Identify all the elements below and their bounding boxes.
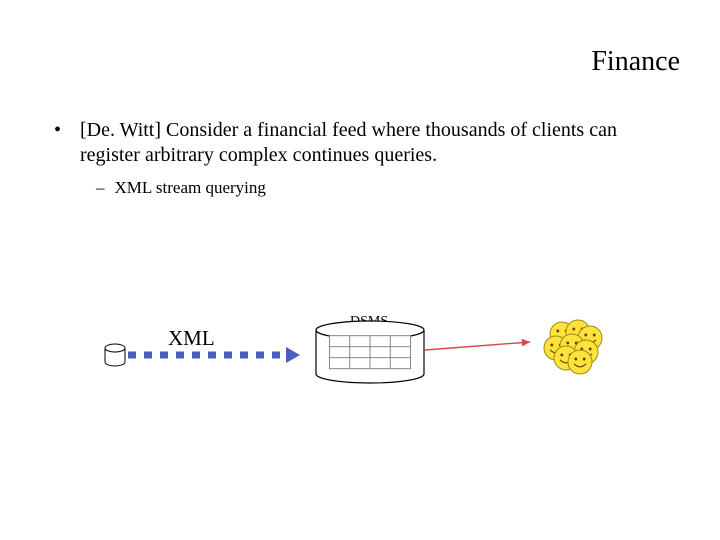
sub-bullet: –XML stream querying [96,178,266,198]
sub-bullet-text: XML stream querying [115,178,266,197]
main-bullet: • [De. Witt] Consider a financial feed w… [54,118,680,168]
bullet-dot: • [54,118,61,143]
slide-title: Finance [591,46,680,78]
main-bullet-text: [De. Witt] Consider a financial feed whe… [80,118,680,168]
diagram [0,300,720,440]
bullet-dash: – [96,178,105,197]
